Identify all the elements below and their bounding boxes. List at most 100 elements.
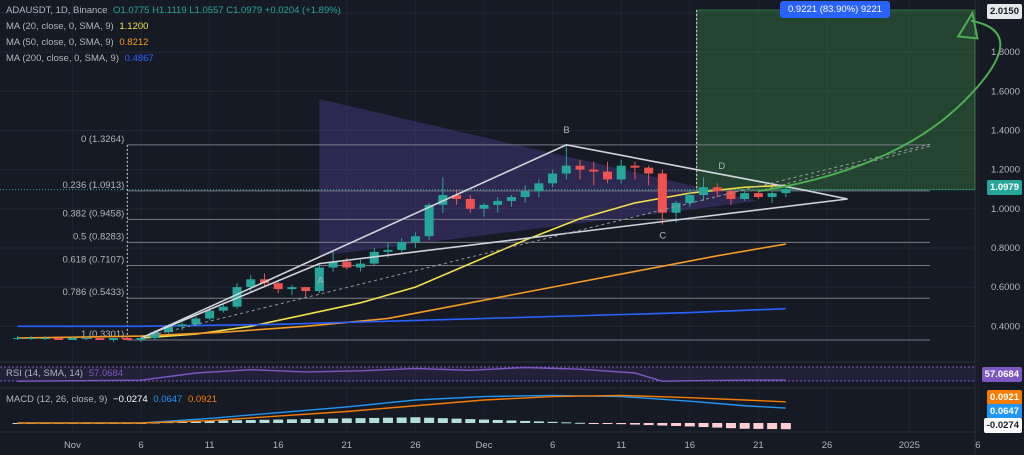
candle-body	[205, 310, 215, 319]
ma-line-ma50	[17, 243, 786, 339]
candle-body	[726, 191, 736, 199]
candle-body	[548, 173, 558, 184]
macd-histogram-bar	[725, 423, 736, 429]
macd-hist-value: −0.0274	[113, 394, 148, 405]
macd-histogram-bar	[506, 420, 517, 423]
candle-body	[685, 195, 695, 203]
candle-body	[575, 165, 585, 170]
x-tick-label: 6	[975, 440, 980, 451]
candle-body	[191, 318, 201, 325]
macd-line	[17, 394, 786, 424]
y-tick-label: 0.8000	[991, 243, 1020, 254]
macd-histogram-bar	[410, 417, 421, 423]
candle-body	[630, 165, 640, 168]
candle-body	[753, 193, 763, 198]
macd-histogram-bar	[739, 423, 750, 429]
candle-body	[699, 187, 709, 196]
candle-body	[314, 267, 324, 292]
pattern-label-b: B	[563, 125, 569, 136]
ma20-legend[interactable]: MA (20, close, 0, SMA, 9) 1.1200	[6, 21, 151, 32]
candle-body	[246, 279, 256, 288]
candle-body	[122, 338, 132, 340]
y-tick-label: 1.0000	[991, 204, 1020, 215]
measure-badge[interactable]: 0.9221 (83.90%) 9221	[780, 1, 891, 18]
pattern-label-c: C	[659, 230, 666, 241]
ma50-value: 0.8212	[119, 37, 149, 48]
macd-histogram-bar	[437, 418, 448, 423]
candle-body	[109, 338, 119, 340]
symbol-legend[interactable]: ADAUSDT, 1D, Binance O1.0775 H1.1119 L1.…	[6, 5, 344, 16]
candle-body	[465, 198, 475, 209]
ma-line-ma200	[17, 307, 786, 328]
macd-histogram-bar	[218, 420, 229, 423]
y-tick-label: 1.4000	[991, 125, 1020, 136]
candle-body	[616, 165, 626, 180]
macd-histogram-bar	[616, 423, 627, 425]
candle-body	[410, 236, 420, 243]
candle-body	[301, 287, 311, 292]
fib-level-label: 0.382 (0.9458)	[62, 208, 124, 219]
candle-body	[369, 251, 379, 264]
candle-body	[712, 187, 722, 192]
macd-histogram-bar	[451, 418, 462, 423]
ma200-legend[interactable]: MA (200, close, 0, SMA, 9) 0.4867	[6, 53, 157, 64]
x-tick-label: Nov	[64, 440, 81, 451]
y-tick-label: 1.8000	[991, 47, 1020, 58]
macd-histogram-bar	[328, 418, 339, 423]
candle-body	[438, 195, 448, 205]
macd-signal-value: 0.0921	[187, 394, 218, 405]
x-tick-label: Dec	[476, 440, 493, 451]
macd-legend[interactable]: MACD (12, 26, close, 9) −0.0274 0.0647 0…	[6, 394, 220, 405]
candle-body	[383, 249, 393, 252]
macd-label: MACD (12, 26, close, 9)	[6, 394, 108, 405]
price-tag-target: 2.0150	[986, 4, 1022, 19]
pattern-label-a: A	[317, 276, 324, 287]
fib-level-label: 0.786 (0.5433)	[62, 287, 124, 298]
macd-histogram-bar	[465, 419, 476, 423]
macd-histogram-bar	[245, 420, 256, 423]
price-tag-rsi: 57.0684	[981, 367, 1022, 382]
candle-body	[424, 204, 434, 237]
macd-histogram-bar	[273, 419, 284, 423]
macd-histogram-bar	[575, 422, 586, 424]
price-tag-macd-line: 0.0647	[986, 404, 1022, 419]
macd-histogram-bar	[369, 417, 380, 423]
candle-body	[273, 283, 283, 290]
candle-body	[767, 193, 777, 198]
x-tick-label: 6	[550, 440, 555, 451]
candle-body	[13, 338, 23, 340]
candle-body	[67, 338, 77, 340]
candle-body	[232, 287, 242, 307]
candle-body	[40, 338, 50, 340]
macd-histogram-bar	[780, 423, 791, 430]
fib-level-label: 0 (1.3264)	[81, 134, 124, 145]
ma200-value: 0.4867	[124, 53, 154, 64]
symbol-label: ADAUSDT, 1D, Binance	[6, 5, 108, 16]
candle-body	[644, 167, 654, 174]
x-tick-label: 21	[753, 440, 764, 451]
macd-histogram-bar	[314, 418, 325, 423]
y-tick-label: 0.6000	[991, 282, 1020, 293]
rsi-line	[17, 366, 786, 382]
candle-body	[781, 189, 791, 194]
candle-body	[520, 191, 530, 198]
macd-histogram-bar	[232, 420, 243, 423]
ma50-legend[interactable]: MA (50, close, 0, SMA, 9) 0.8212	[6, 37, 151, 48]
macd-histogram-bar	[300, 419, 311, 423]
candle-body	[740, 193, 750, 199]
candle-body	[218, 306, 228, 311]
macd-histogram-bar	[382, 417, 393, 423]
candle-body	[561, 165, 571, 174]
candle-body	[479, 204, 489, 209]
candle-body	[177, 324, 187, 327]
rsi-legend[interactable]: RSI (14, SMA, 14) 57.0684	[6, 368, 126, 379]
candle-body	[163, 326, 173, 333]
candle-body	[328, 261, 338, 268]
fib-level-label: 0.5 (0.8283)	[73, 231, 124, 242]
candle-body	[671, 202, 681, 213]
macd-histogram-bar	[671, 423, 682, 426]
rsi-label: RSI (14, SMA, 14)	[6, 368, 84, 379]
macd-histogram-bar	[533, 421, 544, 423]
y-tick-label: 1.6000	[991, 86, 1020, 97]
